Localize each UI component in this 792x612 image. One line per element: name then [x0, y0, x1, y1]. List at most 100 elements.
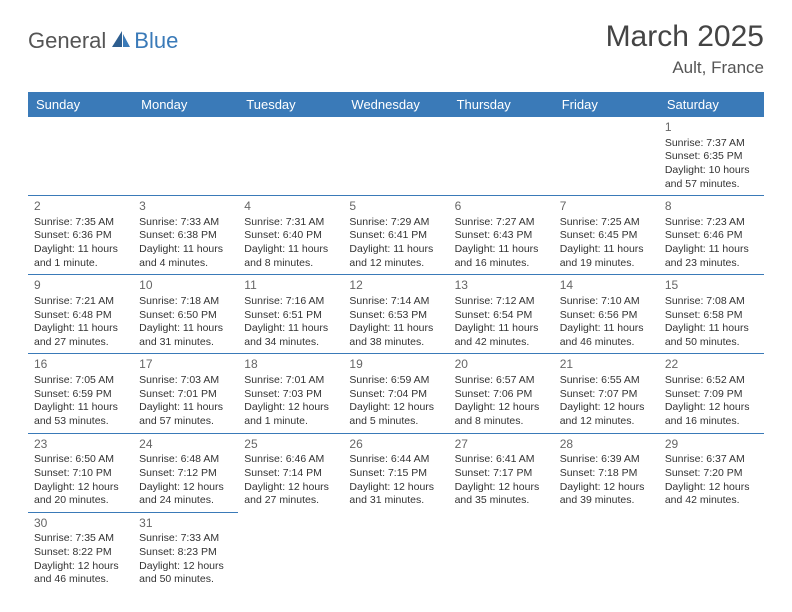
- daylight-text: Daylight: 11 hours and 31 minutes.: [139, 322, 232, 349]
- daylight-text: Daylight: 10 hours and 57 minutes.: [665, 164, 758, 191]
- daylight-text: Daylight: 11 hours and 57 minutes.: [139, 401, 232, 428]
- day-number: 9: [34, 278, 127, 294]
- calendar-day: 5Sunrise: 7:29 AMSunset: 6:41 PMDaylight…: [343, 196, 448, 275]
- daylight-text: Daylight: 12 hours and 24 minutes.: [139, 481, 232, 508]
- sunset-text: Sunset: 6:50 PM: [139, 309, 232, 323]
- sunrise-text: Sunrise: 7:21 AM: [34, 295, 127, 309]
- calendar-day: 11Sunrise: 7:16 AMSunset: 6:51 PMDayligh…: [238, 275, 343, 354]
- calendar-day: 24Sunrise: 6:48 AMSunset: 7:12 PMDayligh…: [133, 433, 238, 512]
- sunrise-text: Sunrise: 7:29 AM: [349, 216, 442, 230]
- header: General Blue March 2025 Ault, France: [28, 20, 764, 78]
- calendar-day: 21Sunrise: 6:55 AMSunset: 7:07 PMDayligh…: [554, 354, 659, 433]
- day-number: 18: [244, 357, 337, 373]
- calendar-day: 28Sunrise: 6:39 AMSunset: 7:18 PMDayligh…: [554, 433, 659, 512]
- calendar-day: 2Sunrise: 7:35 AMSunset: 6:36 PMDaylight…: [28, 196, 133, 275]
- calendar-empty: [554, 117, 659, 196]
- calendar-week: 9Sunrise: 7:21 AMSunset: 6:48 PMDaylight…: [28, 275, 764, 354]
- calendar-week: 30Sunrise: 7:35 AMSunset: 8:22 PMDayligh…: [28, 512, 764, 591]
- daylight-text: Daylight: 12 hours and 42 minutes.: [665, 481, 758, 508]
- sunrise-text: Sunrise: 6:41 AM: [455, 453, 548, 467]
- daylight-text: Daylight: 11 hours and 38 minutes.: [349, 322, 442, 349]
- day-number: 23: [34, 437, 127, 453]
- daylight-text: Daylight: 12 hours and 46 minutes.: [34, 560, 127, 587]
- sunrise-text: Sunrise: 7:14 AM: [349, 295, 442, 309]
- daylight-text: Daylight: 12 hours and 31 minutes.: [349, 481, 442, 508]
- title-block: March 2025 Ault, France: [606, 20, 764, 78]
- day-number: 7: [560, 199, 653, 215]
- day-number: 25: [244, 437, 337, 453]
- daylight-text: Daylight: 11 hours and 19 minutes.: [560, 243, 653, 270]
- sunset-text: Sunset: 8:22 PM: [34, 546, 127, 560]
- daylight-text: Daylight: 12 hours and 27 minutes.: [244, 481, 337, 508]
- location: Ault, France: [606, 58, 764, 78]
- calendar-day: 31Sunrise: 7:33 AMSunset: 8:23 PMDayligh…: [133, 512, 238, 591]
- sunset-text: Sunset: 7:10 PM: [34, 467, 127, 481]
- calendar-day: 12Sunrise: 7:14 AMSunset: 6:53 PMDayligh…: [343, 275, 448, 354]
- sunrise-text: Sunrise: 7:27 AM: [455, 216, 548, 230]
- day-number: 26: [349, 437, 442, 453]
- logo: General Blue: [28, 28, 178, 54]
- sunset-text: Sunset: 6:51 PM: [244, 309, 337, 323]
- day-header: Saturday: [659, 92, 764, 117]
- day-number: 24: [139, 437, 232, 453]
- calendar-day: 1Sunrise: 7:37 AMSunset: 6:35 PMDaylight…: [659, 117, 764, 196]
- logo-text-blue: Blue: [134, 28, 178, 54]
- sunset-text: Sunset: 6:41 PM: [349, 229, 442, 243]
- daylight-text: Daylight: 12 hours and 8 minutes.: [455, 401, 548, 428]
- calendar-day: 7Sunrise: 7:25 AMSunset: 6:45 PMDaylight…: [554, 196, 659, 275]
- day-number: 19: [349, 357, 442, 373]
- calendar-week: 1Sunrise: 7:37 AMSunset: 6:35 PMDaylight…: [28, 117, 764, 196]
- daylight-text: Daylight: 12 hours and 16 minutes.: [665, 401, 758, 428]
- daylight-text: Daylight: 12 hours and 20 minutes.: [34, 481, 127, 508]
- calendar-day: 23Sunrise: 6:50 AMSunset: 7:10 PMDayligh…: [28, 433, 133, 512]
- day-header: Friday: [554, 92, 659, 117]
- sunset-text: Sunset: 7:17 PM: [455, 467, 548, 481]
- day-number: 11: [244, 278, 337, 294]
- calendar-empty: [554, 512, 659, 591]
- sunrise-text: Sunrise: 7:01 AM: [244, 374, 337, 388]
- calendar-empty: [238, 117, 343, 196]
- day-header-row: SundayMondayTuesdayWednesdayThursdayFrid…: [28, 92, 764, 117]
- day-number: 27: [455, 437, 548, 453]
- daylight-text: Daylight: 11 hours and 50 minutes.: [665, 322, 758, 349]
- daylight-text: Daylight: 11 hours and 4 minutes.: [139, 243, 232, 270]
- sunset-text: Sunset: 6:54 PM: [455, 309, 548, 323]
- calendar-day: 29Sunrise: 6:37 AMSunset: 7:20 PMDayligh…: [659, 433, 764, 512]
- day-number: 30: [34, 516, 127, 532]
- sunrise-text: Sunrise: 6:59 AM: [349, 374, 442, 388]
- sunrise-text: Sunrise: 6:55 AM: [560, 374, 653, 388]
- daylight-text: Daylight: 12 hours and 12 minutes.: [560, 401, 653, 428]
- calendar-week: 23Sunrise: 6:50 AMSunset: 7:10 PMDayligh…: [28, 433, 764, 512]
- day-header: Wednesday: [343, 92, 448, 117]
- daylight-text: Daylight: 11 hours and 16 minutes.: [455, 243, 548, 270]
- sunrise-text: Sunrise: 7:31 AM: [244, 216, 337, 230]
- daylight-text: Daylight: 12 hours and 1 minute.: [244, 401, 337, 428]
- calendar-empty: [449, 117, 554, 196]
- calendar-empty: [28, 117, 133, 196]
- day-number: 13: [455, 278, 548, 294]
- day-number: 31: [139, 516, 232, 532]
- calendar-day: 30Sunrise: 7:35 AMSunset: 8:22 PMDayligh…: [28, 512, 133, 591]
- sunset-text: Sunset: 6:40 PM: [244, 229, 337, 243]
- sunset-text: Sunset: 6:46 PM: [665, 229, 758, 243]
- sunrise-text: Sunrise: 6:46 AM: [244, 453, 337, 467]
- sunset-text: Sunset: 6:35 PM: [665, 150, 758, 164]
- calendar-day: 14Sunrise: 7:10 AMSunset: 6:56 PMDayligh…: [554, 275, 659, 354]
- calendar-week: 16Sunrise: 7:05 AMSunset: 6:59 PMDayligh…: [28, 354, 764, 433]
- sunrise-text: Sunrise: 6:48 AM: [139, 453, 232, 467]
- calendar-empty: [343, 117, 448, 196]
- day-number: 20: [455, 357, 548, 373]
- daylight-text: Daylight: 11 hours and 46 minutes.: [560, 322, 653, 349]
- sunrise-text: Sunrise: 7:23 AM: [665, 216, 758, 230]
- daylight-text: Daylight: 11 hours and 42 minutes.: [455, 322, 548, 349]
- sunrise-text: Sunrise: 7:12 AM: [455, 295, 548, 309]
- daylight-text: Daylight: 12 hours and 50 minutes.: [139, 560, 232, 587]
- calendar-day: 6Sunrise: 7:27 AMSunset: 6:43 PMDaylight…: [449, 196, 554, 275]
- sunset-text: Sunset: 6:38 PM: [139, 229, 232, 243]
- day-number: 16: [34, 357, 127, 373]
- sunrise-text: Sunrise: 7:33 AM: [139, 532, 232, 546]
- calendar-day: 10Sunrise: 7:18 AMSunset: 6:50 PMDayligh…: [133, 275, 238, 354]
- day-number: 12: [349, 278, 442, 294]
- daylight-text: Daylight: 11 hours and 23 minutes.: [665, 243, 758, 270]
- day-number: 28: [560, 437, 653, 453]
